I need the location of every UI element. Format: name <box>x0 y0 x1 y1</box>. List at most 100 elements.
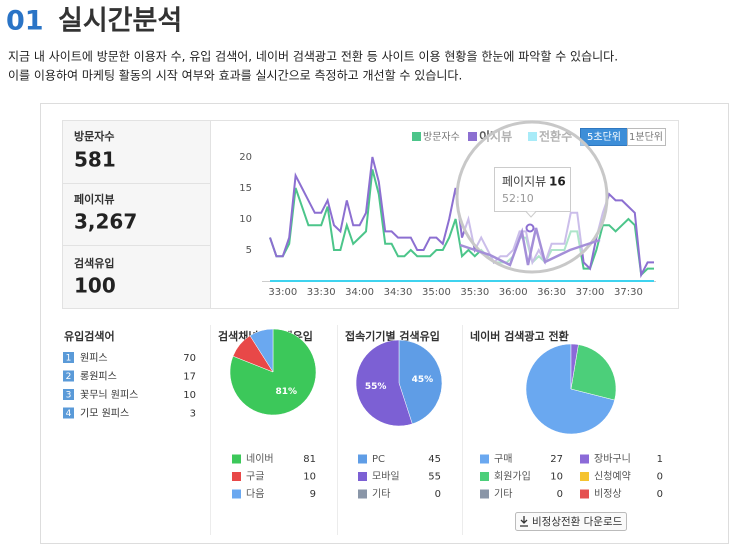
stat-value: 100 <box>74 274 116 298</box>
tooltip-series: 페이지뷰 <box>502 175 546 189</box>
legend-label: 방문자수 <box>423 131 460 143</box>
x-tick-label: 37:30 <box>614 287 643 298</box>
legend-label: 비정상 <box>594 488 622 500</box>
legend-label: 다음 <box>246 488 264 500</box>
y-tick-label: 15 <box>239 183 252 194</box>
download-button[interactable] <box>515 512 627 531</box>
y-tick-label: 5 <box>246 245 252 256</box>
x-tick-label: 33:00 <box>268 287 297 298</box>
rank-number: 4 <box>66 409 72 419</box>
legend-value: 10 <box>550 472 563 483</box>
legend-label: 회원가입 <box>494 470 531 483</box>
y-tick-label: 10 <box>239 214 252 225</box>
legend-value: 0 <box>657 472 663 483</box>
slice-label: 45% <box>412 375 434 385</box>
x-tick-label: 35:30 <box>460 287 489 298</box>
stat-label: 페이지뷰 <box>74 192 114 206</box>
description: 이를 이용하여 마케팅 활동의 시작 여부와 효과를 실시간으로 측정하고 개선… <box>8 69 462 83</box>
pie-slice <box>249 328 274 373</box>
stat-label: 방문자수 <box>74 129 114 143</box>
keyword: 기모 원피스 <box>80 408 129 420</box>
rank-badge <box>63 352 74 363</box>
legend-value: 45 <box>428 454 441 465</box>
legend-swatch <box>580 454 589 464</box>
x-tick-label: 37:00 <box>576 287 605 298</box>
rank-number: 3 <box>66 391 72 401</box>
legend-swatch <box>580 489 589 499</box>
keyword: 꽃무늬 원피스 <box>80 389 138 401</box>
line-series <box>269 156 654 279</box>
download-icon[interactable] <box>520 516 528 527</box>
tooltip-time: 52:10 <box>502 192 534 205</box>
interval-button-label[interactable]: 5초단위 <box>587 130 621 143</box>
x-tick-label: 34:00 <box>345 287 374 298</box>
stat-value: 581 <box>74 148 116 172</box>
legend-swatch <box>480 489 489 499</box>
tooltip-point <box>525 223 535 233</box>
rank-badge <box>63 389 74 400</box>
rank-badge <box>63 370 74 382</box>
legend-swatch <box>480 454 489 464</box>
tooltip-value: 16 <box>549 175 566 189</box>
legend-swatch <box>468 132 477 141</box>
legend-value: 27 <box>550 454 563 465</box>
pie-slice <box>229 328 317 416</box>
pie-title: 네이버 검색광고 전환 <box>470 329 569 343</box>
legend-swatch <box>232 454 241 464</box>
keyword-count: 10 <box>183 390 196 401</box>
pie-slice <box>570 343 579 390</box>
stat-value: 3,267 <box>74 210 137 234</box>
legend-label: 기타 <box>494 488 512 500</box>
rank-number: 1 <box>66 354 72 364</box>
keyword-count: 3 <box>190 409 196 420</box>
pie-slice <box>570 344 617 401</box>
legend-value: 0 <box>435 489 441 500</box>
stat-label: 검색유입 <box>74 256 114 270</box>
keyword-count: 17 <box>183 372 196 383</box>
legend-value: 81 <box>303 454 316 465</box>
x-tick-label: 36:30 <box>537 287 566 298</box>
x-tick-label: 34:30 <box>384 287 413 298</box>
section-title: 실시간분석 <box>58 6 182 37</box>
x-tick-label: 33:30 <box>307 287 336 298</box>
legend-label: 모바일 <box>372 471 400 483</box>
tooltip-arrow <box>525 211 537 218</box>
legend-value: 0 <box>557 489 563 500</box>
legend-value: 9 <box>310 489 316 500</box>
legend-label: 네이버 <box>246 453 274 465</box>
legend-swatch <box>358 489 367 499</box>
download-button-label[interactable]: 비정상전환 다운로드 <box>532 516 623 528</box>
keyword: 원피스 <box>80 352 108 364</box>
legend-label: 기타 <box>372 488 390 500</box>
legend-swatch <box>232 472 241 481</box>
legend-swatch <box>480 472 489 481</box>
rank-number: 2 <box>66 372 72 382</box>
magnified-line <box>459 227 601 267</box>
stats-column <box>63 121 210 308</box>
keywords-title: 유입검색어 <box>64 329 115 343</box>
interval-button[interactable] <box>627 128 666 146</box>
legend-swatch <box>580 472 589 481</box>
pie-slice <box>398 339 443 425</box>
legend-label: 구글 <box>246 471 264 483</box>
slice-label: 81% <box>276 387 298 397</box>
interval-button-label[interactable]: 1분단위 <box>629 130 663 143</box>
tooltip <box>494 167 571 212</box>
legend-value: 55 <box>428 472 441 483</box>
legend-label: 신청예약 <box>594 471 631 483</box>
section-number: 01 <box>6 6 44 37</box>
pie-slice <box>525 343 615 435</box>
pie-title: 접속기기별 검색유입 <box>345 329 440 343</box>
legend-value: 10 <box>303 472 316 483</box>
x-tick-label: 36:00 <box>499 287 528 298</box>
legend-swatch <box>232 489 241 499</box>
keyword-count: 70 <box>183 353 196 364</box>
x-tick-label: 35:00 <box>422 287 451 298</box>
legend-swatch <box>412 132 421 141</box>
legend-value: 0 <box>657 489 663 500</box>
legend-label: 구매 <box>494 453 512 465</box>
legend-swatch <box>358 454 367 464</box>
rank-badge <box>63 407 74 419</box>
slice-label: 55% <box>365 382 387 392</box>
